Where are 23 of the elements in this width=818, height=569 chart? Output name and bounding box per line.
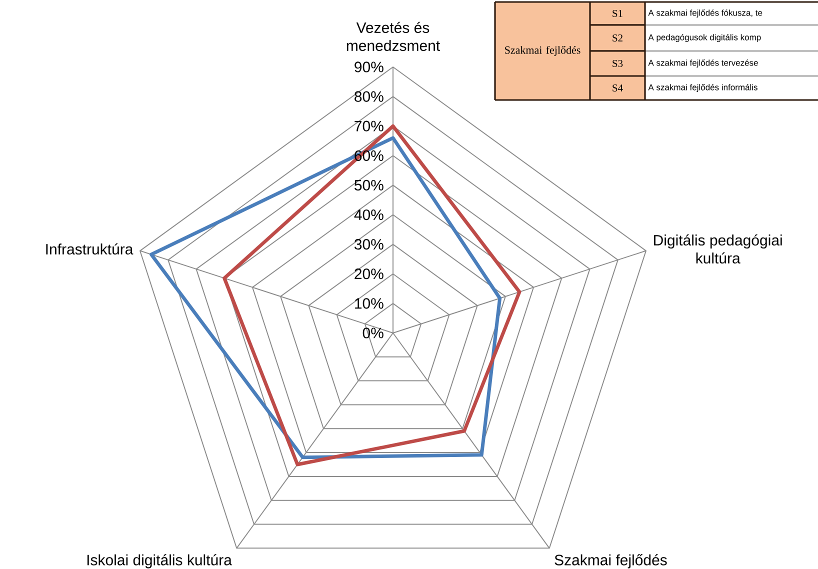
spoke-label: Iskolai digitális kultúra [87, 554, 232, 568]
y-tick-label: 50% [354, 180, 384, 191]
text: A szakmai fejlődés informális [648, 84, 758, 92]
spoke-label: Vezetés és menedzsment [346, 22, 440, 52]
text: S1 [612, 10, 622, 18]
y-tick-label: 10% [355, 298, 384, 309]
spoke-label: Szakmai fejlődés [554, 554, 667, 568]
text: Szakmai fejlődés [505, 46, 580, 56]
text: A szakmai fejlődés fókusza, te [648, 9, 762, 18]
y-tick-label: 30% [354, 239, 384, 250]
y-tick-label: 80% [354, 91, 384, 102]
text: S3 [612, 60, 623, 68]
text: A szakmai fejlődés tervezése [648, 59, 758, 68]
y-tick-label: 0% [362, 328, 384, 338]
y-tick-label: 90% [354, 62, 384, 72]
y-tick-label: 40% [354, 209, 384, 220]
text: A pedagógusok digitális komp [648, 34, 761, 42]
spoke-label: Infrastruktúra [46, 243, 134, 255]
y-tick-label: 20% [354, 268, 384, 280]
text: S4 [612, 84, 623, 92]
spoke-label: Digitális pedagógiai kultúra [654, 234, 782, 264]
text: S2 [612, 34, 622, 42]
y-tick-label: 70% [354, 120, 384, 132]
